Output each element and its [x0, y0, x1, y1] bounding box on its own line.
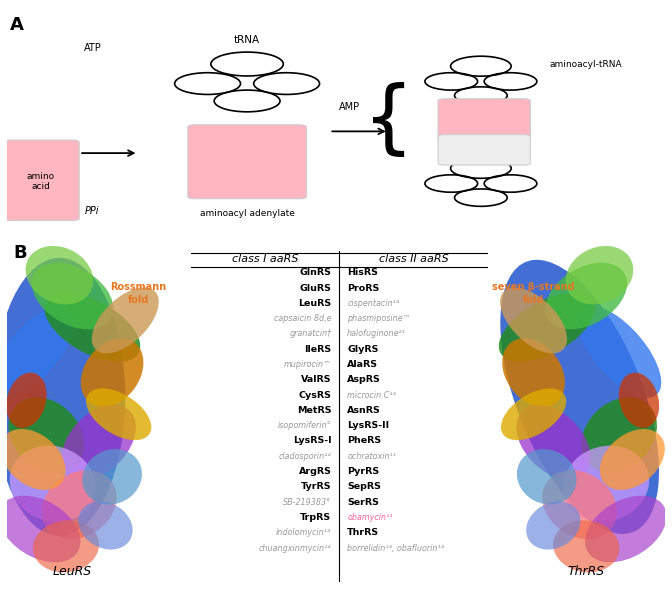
Ellipse shape — [42, 470, 117, 539]
Text: capsaicin 8d,e: capsaicin 8d,e — [274, 314, 331, 323]
Ellipse shape — [81, 338, 143, 407]
Ellipse shape — [0, 258, 125, 536]
Text: ochratoxin¹¹: ochratoxin¹¹ — [347, 452, 396, 461]
Ellipse shape — [546, 263, 627, 330]
Text: PyrRS: PyrRS — [347, 467, 379, 476]
Ellipse shape — [499, 293, 595, 362]
Ellipse shape — [79, 501, 132, 549]
Ellipse shape — [0, 306, 75, 398]
Ellipse shape — [82, 449, 142, 504]
Text: cispentacin¹⁴: cispentacin¹⁴ — [347, 299, 399, 308]
Text: TrpRS: TrpRS — [300, 513, 331, 522]
Text: ValRS: ValRS — [301, 375, 331, 384]
Text: mupirocin™: mupirocin™ — [284, 360, 331, 369]
Text: MetRS: MetRS — [297, 406, 331, 415]
Text: SepRS: SepRS — [347, 482, 381, 491]
Text: granatcin†: granatcin† — [289, 330, 331, 339]
Ellipse shape — [62, 405, 136, 479]
Text: GlyRS: GlyRS — [347, 345, 378, 353]
Ellipse shape — [9, 397, 84, 473]
Ellipse shape — [33, 520, 99, 573]
FancyBboxPatch shape — [438, 135, 530, 165]
Text: class I aaRS: class I aaRS — [232, 254, 298, 264]
Ellipse shape — [1, 429, 66, 490]
Text: SB-219383°: SB-219383° — [284, 498, 331, 507]
Ellipse shape — [542, 470, 617, 539]
Ellipse shape — [9, 446, 96, 522]
Text: ThrRS: ThrRS — [347, 528, 379, 537]
FancyBboxPatch shape — [187, 125, 306, 199]
Ellipse shape — [0, 495, 81, 563]
Text: tRNA: tRNA — [234, 35, 260, 45]
Text: LeuRS: LeuRS — [298, 299, 331, 308]
Ellipse shape — [86, 388, 151, 440]
Text: HisRS: HisRS — [347, 268, 378, 277]
Ellipse shape — [619, 372, 659, 428]
Ellipse shape — [92, 287, 159, 353]
Ellipse shape — [526, 501, 581, 549]
Text: GlnRS: GlnRS — [300, 268, 331, 277]
Text: AlaRS: AlaRS — [347, 360, 378, 369]
Text: AspRS: AspRS — [347, 375, 381, 384]
Text: B: B — [13, 244, 27, 262]
Ellipse shape — [517, 449, 577, 504]
Ellipse shape — [585, 495, 667, 563]
Text: A: A — [10, 16, 24, 34]
Text: aminoacyl-tRNA: aminoacyl-tRNA — [550, 59, 622, 68]
Text: ATP: ATP — [83, 43, 101, 53]
Ellipse shape — [563, 446, 649, 522]
Text: obamycin¹¹: obamycin¹¹ — [347, 513, 393, 522]
FancyBboxPatch shape — [3, 140, 79, 220]
Ellipse shape — [44, 293, 140, 362]
Ellipse shape — [500, 287, 567, 353]
Text: aminoacyl adenylate: aminoacyl adenylate — [200, 210, 294, 219]
Text: {: { — [363, 81, 415, 160]
Ellipse shape — [26, 246, 93, 305]
Ellipse shape — [516, 405, 590, 479]
Text: AsnRS: AsnRS — [347, 406, 381, 415]
Text: SerRS: SerRS — [347, 498, 379, 507]
Text: indolomycin¹⁴: indolomycin¹⁴ — [276, 528, 331, 537]
Text: ArgRS: ArgRS — [298, 467, 331, 476]
Text: GluRS: GluRS — [300, 283, 331, 292]
Ellipse shape — [553, 520, 620, 573]
Ellipse shape — [581, 397, 657, 473]
Ellipse shape — [577, 306, 661, 398]
Text: microcin C¹⁴: microcin C¹⁴ — [347, 391, 396, 400]
Ellipse shape — [501, 388, 566, 440]
Text: TyrRS: TyrRS — [301, 482, 331, 491]
Text: halofuginone²¹: halofuginone²¹ — [347, 330, 406, 339]
Ellipse shape — [566, 246, 633, 305]
Text: borrelidin¹⁴, obafluorin¹⁴: borrelidin¹⁴, obafluorin¹⁴ — [347, 544, 444, 552]
Text: phasmiposine™: phasmiposine™ — [347, 314, 411, 323]
Text: chuangxinmycin¹⁴: chuangxinmycin¹⁴ — [259, 544, 331, 552]
Text: seven β-strand
fold: seven β-strand fold — [493, 282, 575, 305]
Text: AMP: AMP — [339, 102, 360, 112]
Text: class II aaRS: class II aaRS — [378, 254, 448, 264]
Text: IleRS: IleRS — [304, 345, 331, 353]
Text: cladosporin¹⁴: cladosporin¹⁴ — [279, 452, 331, 461]
Ellipse shape — [600, 429, 665, 490]
Ellipse shape — [502, 338, 565, 407]
Text: amino
acid: amino acid — [27, 172, 55, 191]
Ellipse shape — [6, 372, 46, 428]
FancyBboxPatch shape — [438, 99, 530, 140]
Text: ProRS: ProRS — [347, 283, 380, 292]
Ellipse shape — [32, 263, 114, 330]
Text: PPi: PPi — [85, 206, 99, 216]
Text: LysRS-II: LysRS-II — [347, 421, 389, 430]
Ellipse shape — [500, 260, 659, 534]
Text: LeuRS: LeuRS — [53, 565, 92, 577]
Text: ThrRS: ThrRS — [568, 565, 605, 577]
Text: isopomiferin°: isopomiferin° — [278, 421, 331, 430]
Text: Rossmann
fold: Rossmann fold — [110, 282, 167, 305]
Text: PheRS: PheRS — [347, 437, 381, 446]
Text: CysRS: CysRS — [298, 391, 331, 400]
Text: LysRS-I: LysRS-I — [293, 437, 331, 446]
